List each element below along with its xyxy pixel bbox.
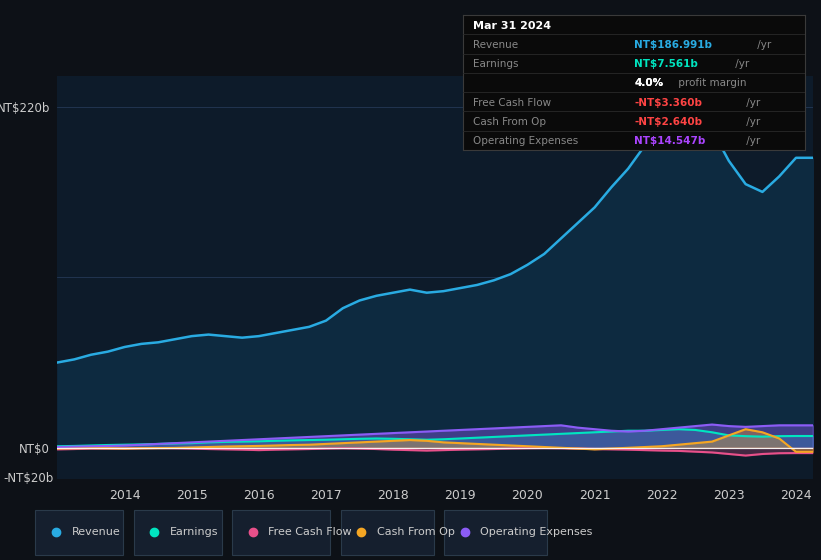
Text: -NT$3.360b: -NT$3.360b <box>634 98 702 108</box>
FancyBboxPatch shape <box>134 510 222 554</box>
Text: 4.0%: 4.0% <box>634 78 663 88</box>
Text: Cash From Op: Cash From Op <box>473 117 546 127</box>
Text: Mar 31 2024: Mar 31 2024 <box>473 21 552 31</box>
FancyBboxPatch shape <box>444 510 548 554</box>
Text: -NT$20b: -NT$20b <box>3 472 53 486</box>
Text: /yr: /yr <box>732 59 750 69</box>
FancyBboxPatch shape <box>35 510 123 554</box>
Text: Operating Expenses: Operating Expenses <box>480 527 593 537</box>
Text: -NT$2.640b: -NT$2.640b <box>634 117 702 127</box>
Text: 4.0%: 4.0% <box>634 78 663 88</box>
Text: Earnings: Earnings <box>170 527 218 537</box>
Text: /yr: /yr <box>744 98 761 108</box>
Text: Operating Expenses: Operating Expenses <box>473 136 579 146</box>
Text: Earnings: Earnings <box>473 59 519 69</box>
FancyBboxPatch shape <box>232 510 330 554</box>
Text: Revenue: Revenue <box>473 40 518 50</box>
Text: profit margin: profit margin <box>675 78 746 88</box>
Text: Revenue: Revenue <box>71 527 121 537</box>
Text: Free Cash Flow: Free Cash Flow <box>268 527 352 537</box>
Text: /yr: /yr <box>754 40 772 50</box>
FancyBboxPatch shape <box>341 510 433 554</box>
Text: NT$186.991b: NT$186.991b <box>634 40 712 50</box>
Text: NT$7.561b: NT$7.561b <box>634 59 698 69</box>
Text: /yr: /yr <box>744 117 761 127</box>
Text: NT$14.547b: NT$14.547b <box>634 136 705 146</box>
Text: /yr: /yr <box>744 136 761 146</box>
Text: Cash From Op: Cash From Op <box>377 527 455 537</box>
Text: Free Cash Flow: Free Cash Flow <box>473 98 552 108</box>
